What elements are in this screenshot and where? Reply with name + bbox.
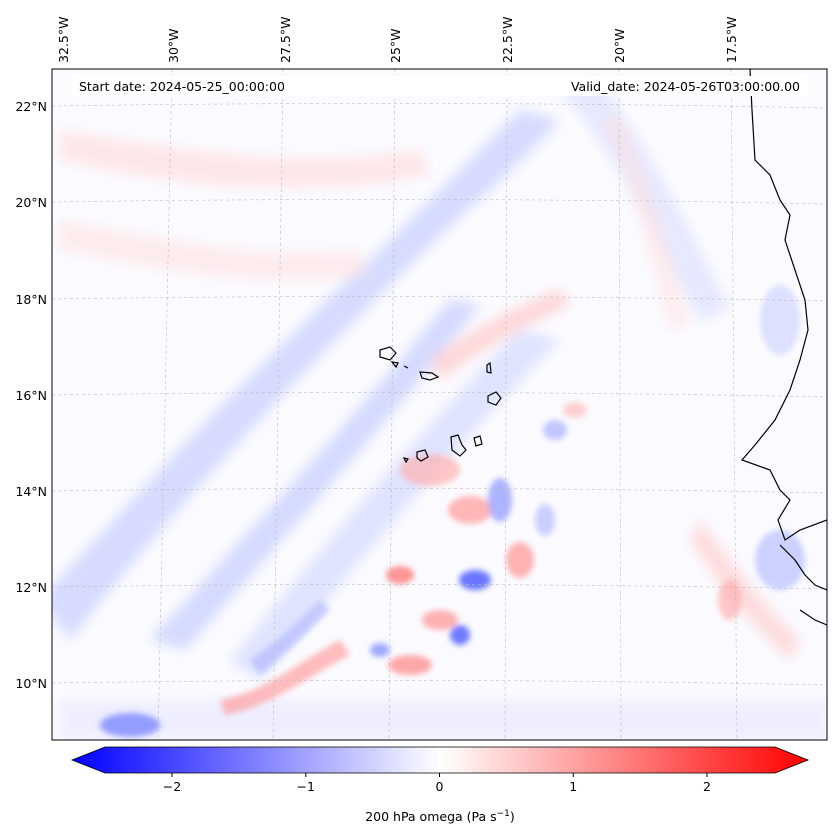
graticule bbox=[52, 69, 827, 740]
map-frame bbox=[51, 68, 828, 741]
colorbar-strip bbox=[70, 746, 810, 774]
colorbar-tick-label: 0 bbox=[436, 779, 444, 794]
lon-label-32-5w: 32.5°W bbox=[56, 17, 71, 63]
lon-label-30w: 30°W bbox=[166, 28, 181, 63]
valid-date-label: Valid_date: 2024-05-26T03:00:00.00 bbox=[571, 79, 800, 94]
lat-label-18n: 18°N bbox=[15, 292, 47, 307]
lat-label-22n: 22°N bbox=[15, 99, 47, 114]
colorbar-tick-label: 2 bbox=[703, 779, 711, 794]
lon-label-27-5w: 27.5°W bbox=[278, 17, 293, 63]
omega-field bbox=[52, 69, 827, 740]
lat-label-14n: 14°N bbox=[15, 484, 47, 499]
lat-label-16n: 16°N bbox=[15, 388, 47, 403]
lon-label-25w: 25°W bbox=[388, 28, 403, 63]
colorbar-tick-label: 1 bbox=[569, 779, 577, 794]
colorbar-tick-label: −1 bbox=[297, 779, 315, 794]
lon-label-17-5w: 17.5°W bbox=[724, 17, 739, 63]
lat-label-12n: 12°N bbox=[15, 580, 47, 595]
lat-label-20n: 20°N bbox=[15, 195, 47, 210]
cape-verde-islands bbox=[379, 346, 502, 464]
colorbar: −2 −1 0 1 2 200 hPa omega (Pa s−1) bbox=[70, 746, 810, 824]
colorbar-tick-label: −2 bbox=[163, 779, 181, 794]
start-date-label: Start date: 2024-05-25_00:00:00 bbox=[79, 79, 285, 94]
lon-label-20w: 20°W bbox=[612, 28, 627, 63]
header-box bbox=[72, 76, 808, 96]
colorbar-ticks: −2 −1 0 1 2 bbox=[163, 773, 711, 794]
colorbar-title: 200 hPa omega (Pa s−1) bbox=[365, 809, 515, 824]
latitude-labels: 22°N 20°N 18°N 16°N 14°N 12°N 10°N bbox=[15, 99, 47, 691]
longitude-labels: 32.5°W 30°W 27.5°W 25°W 22.5°W 20°W 17.5… bbox=[56, 17, 739, 63]
lon-label-22-5w: 22.5°W bbox=[500, 17, 515, 63]
lat-label-10n: 10°N bbox=[15, 676, 47, 691]
africa-coastline bbox=[740, 69, 827, 626]
